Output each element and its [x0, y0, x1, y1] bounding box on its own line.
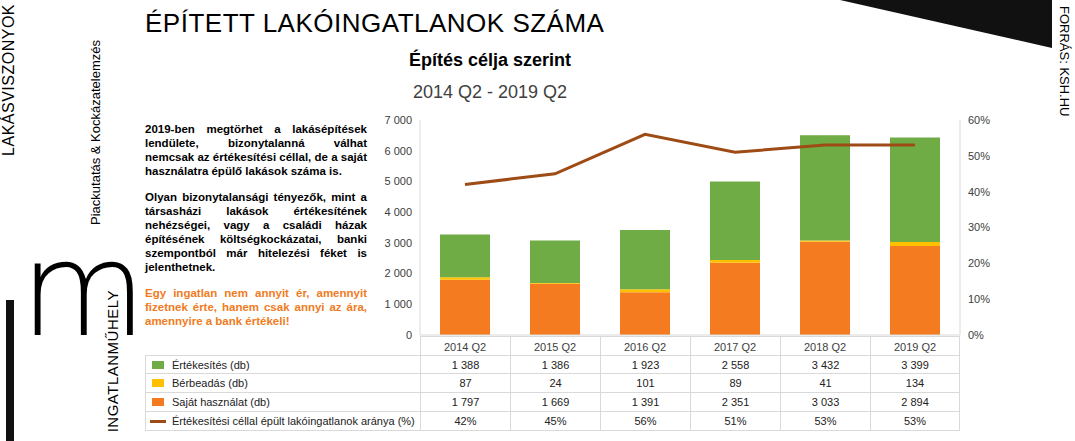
html-text:42%: 42% [454, 415, 477, 427]
svg-text:0%: 0% [968, 329, 984, 341]
html-text:3 033: 3 033 [811, 396, 840, 408]
html-text:56%: 56% [634, 415, 657, 427]
html-text:Építés célja szerint: Építés célja szerint [409, 50, 571, 70]
html-text:Olyan bizonytalansági tényezők: Olyan bizonytalansági tényezők, mint a t… [145, 191, 367, 273]
svg-text:1 000: 1 000 [384, 298, 412, 310]
html-text:1 797: 1 797 [451, 396, 480, 408]
html-text:2 558: 2 558 [721, 358, 750, 371]
svg-text:60%: 60% [968, 114, 990, 126]
svg-text:2018 Q2: 2018 Q2 [804, 341, 846, 353]
svg-text:2016 Q2: 2016 Q2 [624, 341, 666, 353]
html-text:3 432: 3 432 [811, 358, 840, 371]
svg-text:30%: 30% [968, 221, 990, 233]
html-text:1 386: 1 386 [541, 358, 570, 371]
html-text:2019-ben megtörhet a lakásépít: 2019-ben megtörhet a lakásépítések lendü… [145, 123, 367, 177]
html-text:m: m [20, 214, 147, 366]
html-text:INGATLANMŰHELY: INGATLANMŰHELY [104, 290, 121, 433]
svg-text:2014 Q2: 2014 Q2 [444, 341, 486, 353]
svg-text:5 000: 5 000 [384, 175, 412, 187]
html-text:51%: 51% [724, 415, 747, 427]
svg-text:40%: 40% [968, 186, 990, 198]
svg-text:2015 Q2: 2015 Q2 [534, 341, 576, 353]
svg-text:3 000: 3 000 [384, 237, 412, 249]
html-text:134: 134 [905, 377, 925, 389]
html-text:FORRÁS: KSH.HU: FORRÁS: KSH.HU [1057, 6, 1072, 117]
svg-text:0: 0 [406, 329, 412, 341]
html-text:1 923: 1 923 [631, 358, 660, 371]
html-text:3 399: 3 399 [901, 358, 929, 371]
html-text:LAKÁSVISZONYOK: LAKÁSVISZONYOK [0, 4, 17, 156]
html-text:87: 87 [459, 377, 472, 389]
svg-text:2017 Q2: 2017 Q2 [714, 341, 756, 353]
html-text:1 388: 1 388 [451, 358, 480, 371]
svg-text:50%: 50% [968, 150, 990, 162]
html-text:53%: 53% [904, 415, 926, 427]
html-text:2 351: 2 351 [721, 396, 750, 408]
html-text:Piackutatás & Kockázatelemzés: Piackutatás & Kockázatelemzés [88, 40, 103, 225]
html-text:Értékesítés (db): Értékesítés (db) [172, 358, 250, 371]
svg-text:10%: 10% [968, 293, 990, 305]
html-text:2 894: 2 894 [901, 396, 929, 408]
svg-text:7 000: 7 000 [384, 114, 412, 126]
svg-text:2019 Q2: 2019 Q2 [894, 341, 936, 353]
html-text:Egy ingatlan nem annyit ér, am: Egy ingatlan nem annyit ér, amennyit fiz… [145, 287, 367, 327]
html-text:101: 101 [636, 377, 655, 389]
html-text:41: 41 [819, 377, 832, 389]
html-text:1 669: 1 669 [541, 396, 570, 408]
svg-text:6 000: 6 000 [384, 145, 412, 157]
html-text:24: 24 [549, 377, 562, 389]
html-text:Bérbeadás (db): Bérbeadás (db) [172, 377, 248, 389]
html-text:45%: 45% [544, 415, 567, 427]
html-text:1 391: 1 391 [631, 396, 660, 408]
svg-text:4 000: 4 000 [384, 206, 412, 218]
svg-text:2 000: 2 000 [384, 267, 412, 279]
html-text:53%: 53% [814, 415, 837, 427]
html-text:Saját használat (db): Saját használat (db) [172, 396, 270, 408]
html-text:ÉPÍTETT LAKÓINGATLANOK SZÁMA: ÉPÍTETT LAKÓINGATLANOK SZÁMA [145, 8, 605, 38]
html-text:2014 Q2 - 2019 Q2: 2014 Q2 - 2019 Q2 [412, 82, 567, 102]
html-text:Értékesítési céllal épült lakó: Értékesítési céllal épült lakóingatlanok… [172, 415, 415, 427]
svg-text:20%: 20% [968, 257, 990, 269]
html-text:89: 89 [729, 377, 742, 389]
